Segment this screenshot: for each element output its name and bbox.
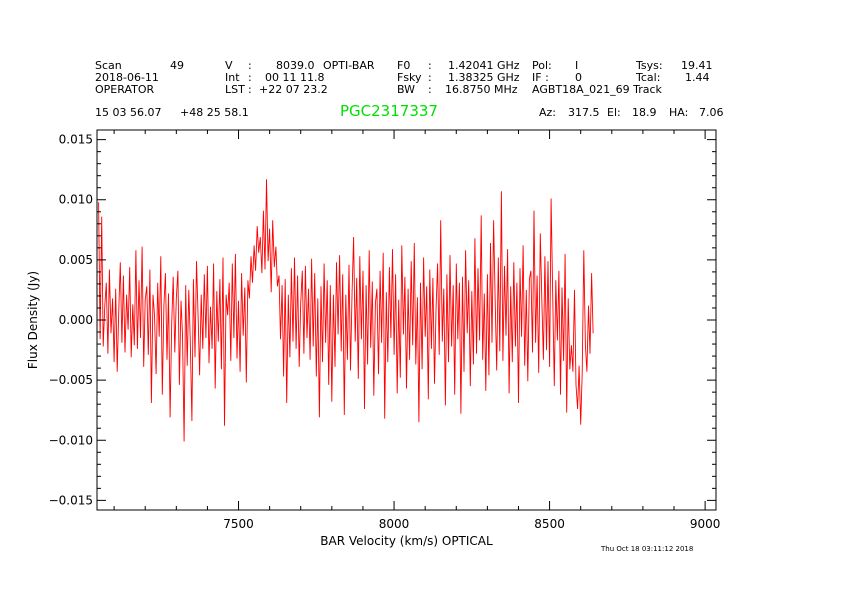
y-tick-label: −0.015 <box>49 493 93 507</box>
x-axis-label: BAR Velocity (km/s) OPTICAL <box>320 534 493 548</box>
tsys-value: 19.41 <box>681 59 713 72</box>
tsys-label: Tsys: <box>636 59 663 72</box>
y-tick-label: 0.010 <box>59 193 93 207</box>
x-tick-label: 9000 <box>690 517 721 531</box>
velocity-frame: OPTI-BAR <box>323 59 375 72</box>
pol-label: Pol: <box>532 59 552 72</box>
scan-label: Scan <box>95 59 122 72</box>
lst-colon: : <box>248 83 252 96</box>
int-colon: : <box>248 71 252 84</box>
lst-label: LST <box>225 83 245 96</box>
ticks-layer <box>97 130 716 510</box>
pol-value: I <box>575 59 579 72</box>
scan-number: 49 <box>170 59 184 72</box>
int-value: 00 11 11.8 <box>265 71 325 84</box>
f0-colon: : <box>428 59 432 72</box>
ra-coordinate: 15 03 56.07 <box>95 106 162 119</box>
trace-layer <box>98 179 594 442</box>
velocity-value: 8039.0 <box>276 59 315 72</box>
int-label: Int <box>225 71 240 84</box>
fsky-colon: : <box>428 71 432 84</box>
el-label: El: <box>607 106 621 119</box>
bw-value: 16.8750 MHz <box>445 83 518 96</box>
x-tick-label: 7500 <box>223 517 254 531</box>
tcal-value: 1.44 <box>685 71 710 84</box>
az-value: 317.5 <box>568 106 600 119</box>
ha-value: 7.06 <box>699 106 724 119</box>
x-tick-label: 8500 <box>534 517 565 531</box>
spectrum-line <box>98 179 594 442</box>
tcal-label: Tcal: <box>636 71 661 84</box>
y-tick-label: 0.015 <box>59 133 93 147</box>
project-track: AGBT18A_021_69 Track <box>532 83 662 96</box>
bw-colon: : <box>428 83 432 96</box>
x-tick-label: 8000 <box>379 517 410 531</box>
fsky-value: 1.38325 GHz <box>448 71 520 84</box>
if-label: IF : <box>532 71 549 84</box>
az-label: Az: <box>539 106 557 119</box>
dec-coordinate: +48 25 58.1 <box>180 106 249 119</box>
lst-value: +22 07 23.2 <box>259 83 328 96</box>
y-tick-label: −0.010 <box>49 433 93 447</box>
source-name: PGC2317337 <box>340 102 438 120</box>
velocity-colon: : <box>248 59 252 72</box>
plot-timestamp: Thu Oct 18 03:11:12 2018 <box>601 545 694 553</box>
el-value: 18.9 <box>632 106 657 119</box>
if-value: 0 <box>575 71 582 84</box>
velocity-label: V <box>225 59 233 72</box>
ha-label: HA: <box>669 106 689 119</box>
f0-label: F0 <box>397 59 411 72</box>
obs-date: 2018-06-11 <box>95 71 159 84</box>
y-axis-label: Flux Density (Jy) <box>26 271 40 369</box>
y-tick-label: 0.005 <box>59 253 93 267</box>
y-tick-label: −0.005 <box>49 373 93 387</box>
y-tick-label: 0.000 <box>59 313 93 327</box>
labels-layer: 7500 8000 8500 9000 −0.015 −0.010 −0.005 0.000 0… <box>26 133 720 548</box>
fsky-label: Fsky <box>397 71 422 84</box>
operator: OPERATOR <box>95 83 155 96</box>
f0-value: 1.42041 GHz <box>448 59 520 72</box>
bw-label: BW <box>397 83 416 96</box>
